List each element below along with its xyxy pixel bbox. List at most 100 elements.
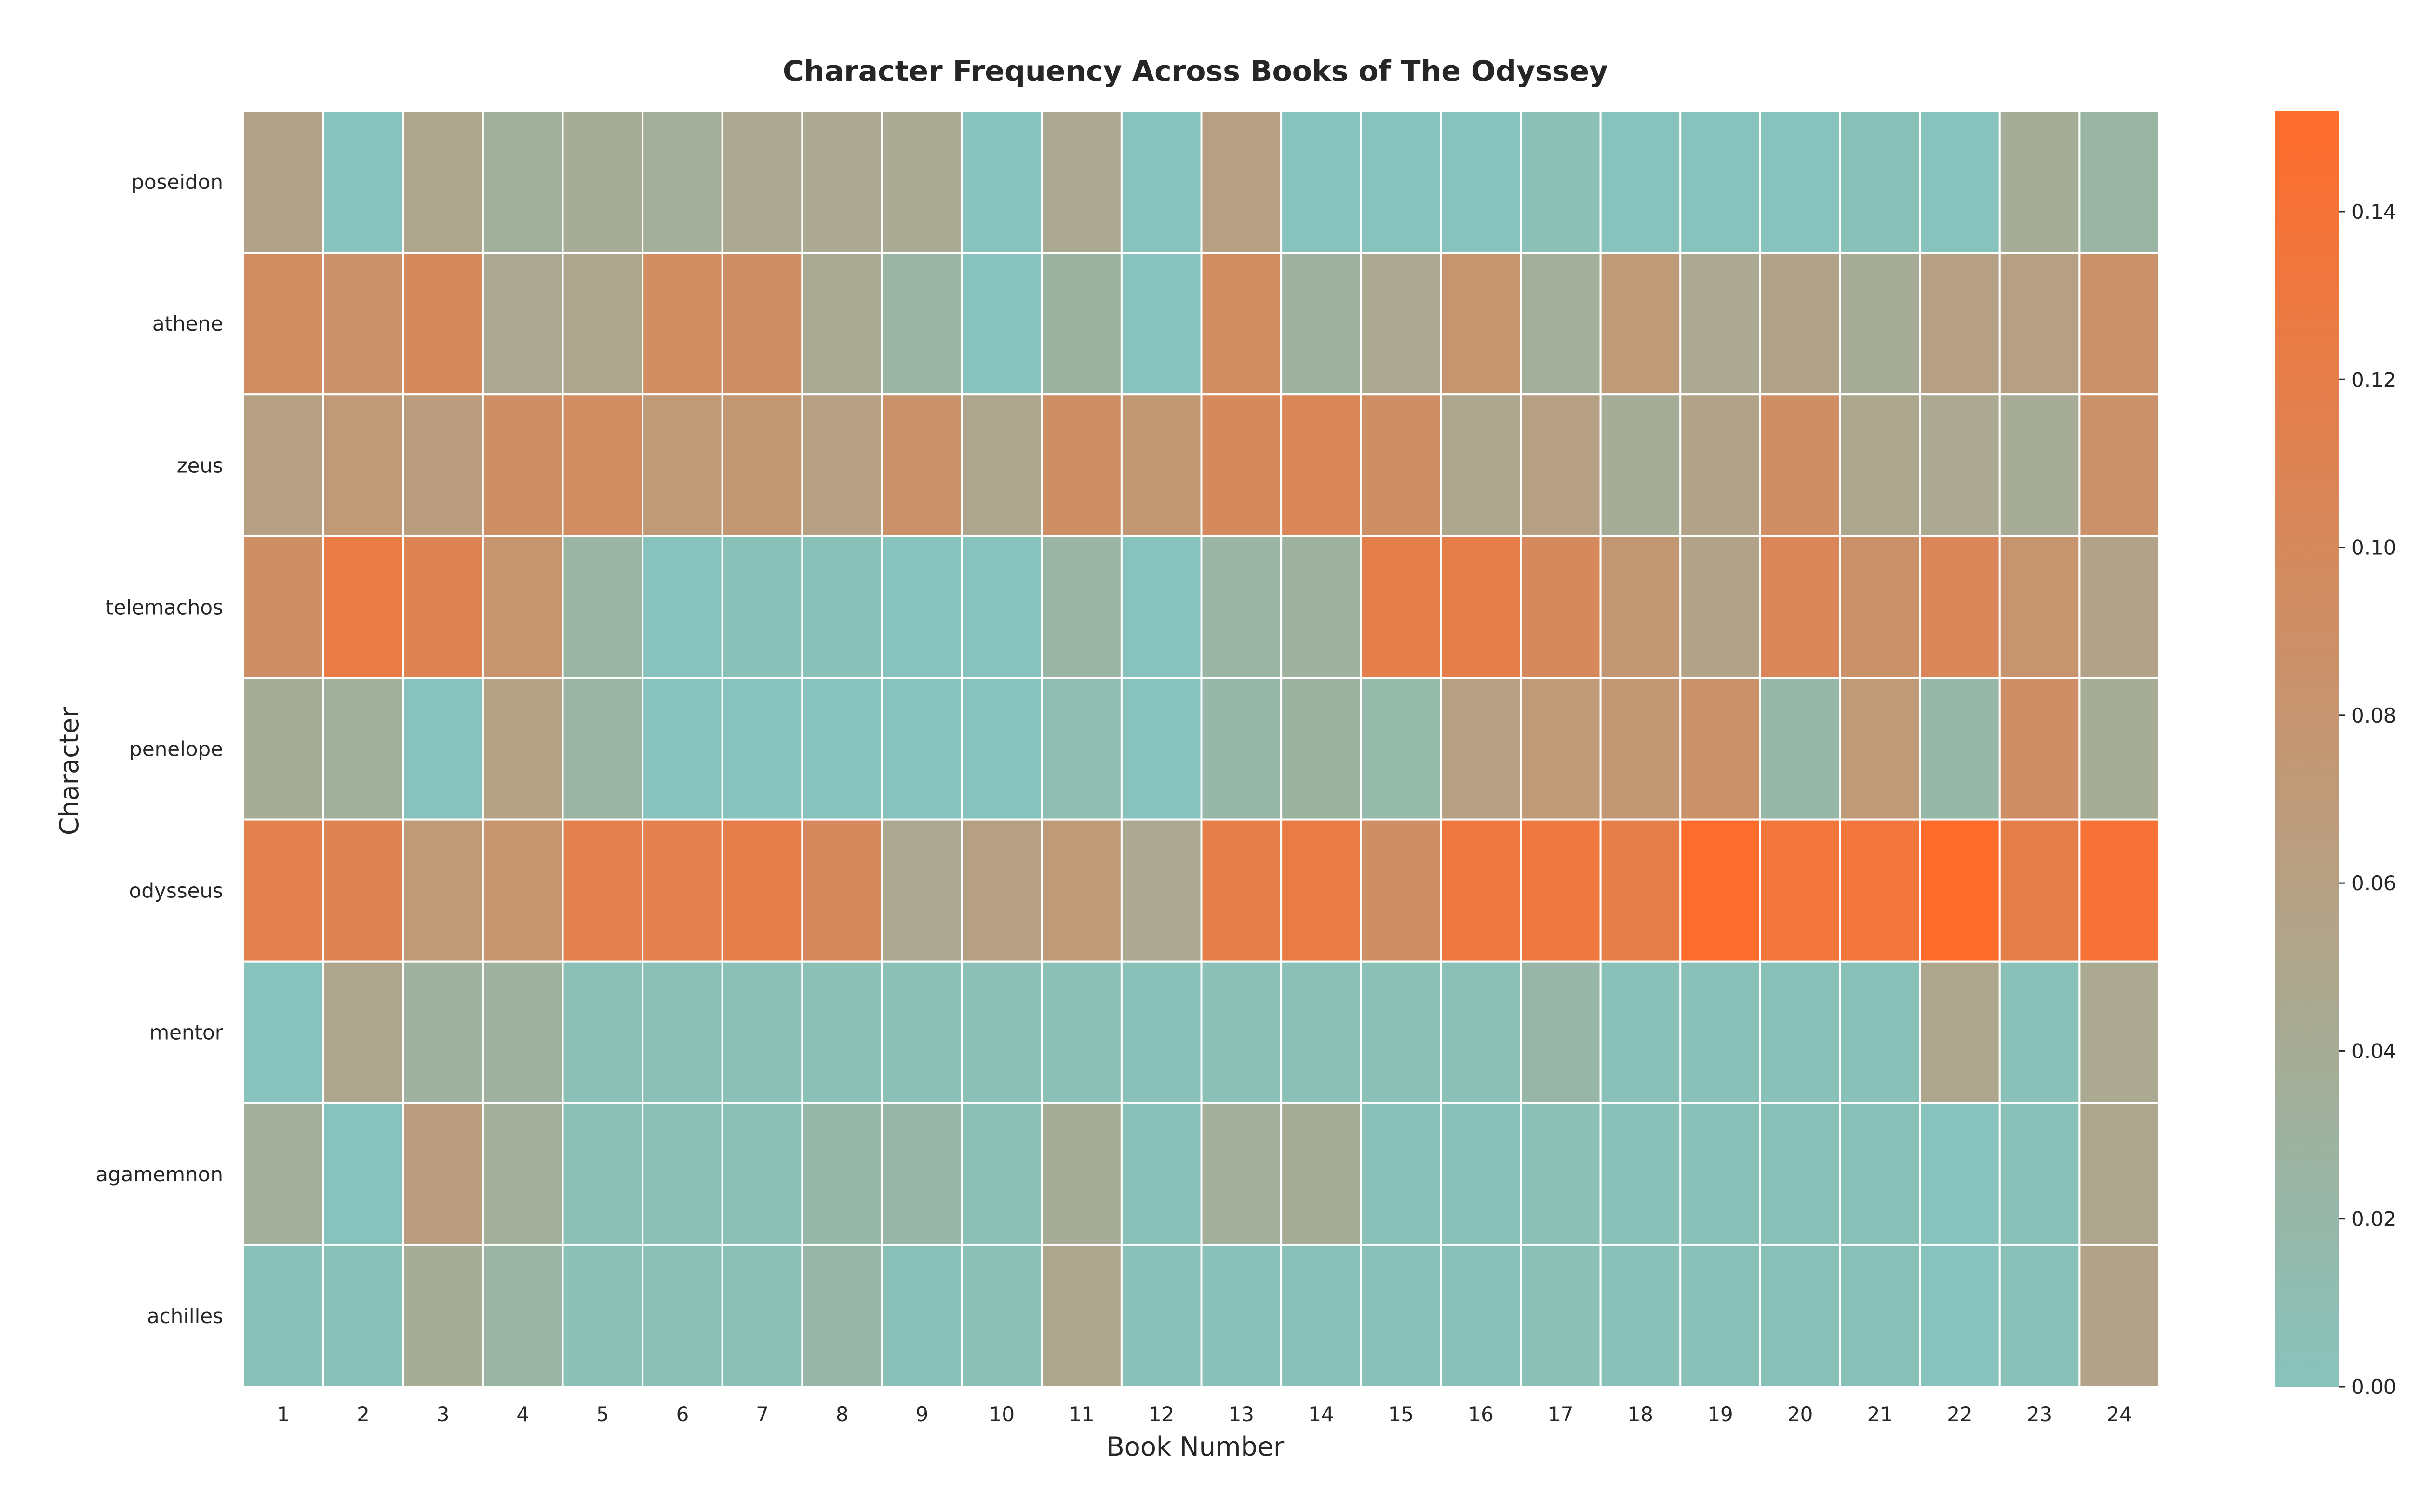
heatmap-cell [801, 818, 883, 963]
colorbar [2275, 111, 2339, 1387]
heatmap-cell [1679, 677, 1761, 821]
colorbar-tick-label: 0.00 [2351, 1375, 2397, 1399]
heatmap-cell [1919, 960, 2001, 1104]
heatmap-cell [642, 1244, 723, 1388]
heatmap-cell [1200, 252, 1283, 396]
heatmap-cell [1599, 1244, 1682, 1388]
heatmap-cell [482, 960, 564, 1104]
heatmap-cell [1440, 110, 1522, 254]
colorbar-ticks: 0.00 0.02 0.04 0.06 0.08 0.10 0.12 0.14 [2339, 200, 2397, 1399]
x-tick-label: 2 [357, 1403, 370, 1426]
heatmap-cell [1440, 818, 1522, 963]
y-tick-label: poseidon [131, 170, 223, 194]
colorbar-tick-label: 0.06 [2351, 871, 2397, 895]
y-tick-label: athene [152, 312, 223, 335]
heatmap-cell [642, 535, 723, 679]
chart-title: Character Frequency Across Books of The … [783, 54, 1608, 88]
heatmap-cell [881, 393, 963, 537]
heatmap-cell [1041, 1102, 1123, 1246]
heatmap-cell [881, 1102, 963, 1246]
heatmap-cell [881, 1244, 963, 1388]
heatmap-cell [801, 1244, 883, 1388]
heatmap-cell [1440, 252, 1522, 396]
x-tick-label: 12 [1149, 1403, 1174, 1426]
x-tick-label: 17 [1548, 1403, 1573, 1426]
heatmap-cell [402, 1102, 484, 1246]
x-tick-label: 10 [989, 1403, 1015, 1426]
heatmap-cells [242, 110, 2160, 1388]
heatmap-cell [1919, 677, 2001, 821]
heatmap-cell [402, 818, 484, 963]
heatmap-cell [1200, 818, 1283, 963]
heatmap-cell [1120, 535, 1203, 679]
heatmap-cell [1839, 960, 1921, 1104]
heatmap-cell [1280, 818, 1362, 963]
heatmap-cell [1839, 252, 1921, 396]
heatmap-cell [1041, 535, 1123, 679]
heatmap-cell [1360, 393, 1442, 537]
heatmap-cell [1599, 535, 1682, 679]
heatmap-cell [322, 252, 404, 396]
heatmap-cell [1679, 393, 1761, 537]
heatmap-cell [1520, 535, 1602, 679]
heatmap-cell [322, 535, 404, 679]
heatmap-cell [881, 677, 963, 821]
colorbar-tick-label: 0.08 [2351, 704, 2397, 727]
heatmap-cell [1520, 677, 1602, 821]
heatmap-cell [1360, 1244, 1442, 1388]
heatmap-cell [1759, 818, 1841, 963]
heatmap-cell [242, 677, 324, 821]
heatmap-cell [322, 393, 404, 537]
heatmap-cell [1520, 960, 1602, 1104]
colorbar-tick-label: 0.10 [2351, 536, 2397, 560]
heatmap-cell [1440, 1244, 1522, 1388]
heatmap-cell [402, 960, 484, 1104]
heatmap-cell [642, 252, 723, 396]
y-axis-label: Character [54, 707, 84, 835]
heatmap-cell [1679, 110, 1761, 254]
x-tick-label: 14 [1308, 1403, 1334, 1426]
heatmap-cell [801, 252, 883, 396]
heatmap-cell [1759, 252, 1841, 396]
heatmap-cell [1679, 960, 1761, 1104]
y-tick-label: penelope [129, 737, 223, 761]
heatmap-cell [1120, 1102, 1203, 1246]
colorbar-tick-label: 0.12 [2351, 368, 2397, 391]
heatmap-cell [721, 818, 803, 963]
x-tick-label: 21 [1867, 1403, 1893, 1426]
heatmap-cell [2078, 393, 2160, 537]
heatmap-cell [562, 252, 644, 396]
x-tick-label: 19 [1707, 1403, 1733, 1426]
heatmap-cell [1998, 535, 2081, 679]
heatmap-cell [402, 393, 484, 537]
heatmap-cell [402, 110, 484, 254]
heatmap-cell [1839, 677, 1921, 821]
heatmap-cell [1679, 818, 1761, 963]
y-tick-label: mentor [149, 1021, 224, 1044]
x-tick-label: 9 [915, 1403, 928, 1426]
heatmap-cell [482, 535, 564, 679]
heatmap-cell [322, 1102, 404, 1246]
x-tick-label: 22 [1947, 1403, 1972, 1426]
heatmap-cell [482, 1244, 564, 1388]
heatmap-cell [1360, 818, 1442, 963]
heatmap-cell [1280, 1244, 1362, 1388]
heatmap-cell [881, 252, 963, 396]
heatmap-cell [961, 960, 1043, 1104]
heatmap-cell [1520, 1244, 1602, 1388]
y-tick-label: odysseus [129, 879, 223, 903]
heatmap-cell [2078, 818, 2160, 963]
colorbar-tick-label: 0.14 [2351, 200, 2397, 224]
heatmap-cell [1679, 1244, 1761, 1388]
heatmap-cell [801, 393, 883, 537]
heatmap-cell [1998, 393, 2081, 537]
heatmap-cell [721, 1244, 803, 1388]
heatmap-cell [721, 535, 803, 679]
heatmap-cell [1839, 1244, 1921, 1388]
y-tick-label: telemachos [106, 595, 223, 619]
heatmap-cell [721, 1102, 803, 1246]
heatmap-cell [1200, 110, 1283, 254]
heatmap-cell [1599, 1102, 1682, 1246]
